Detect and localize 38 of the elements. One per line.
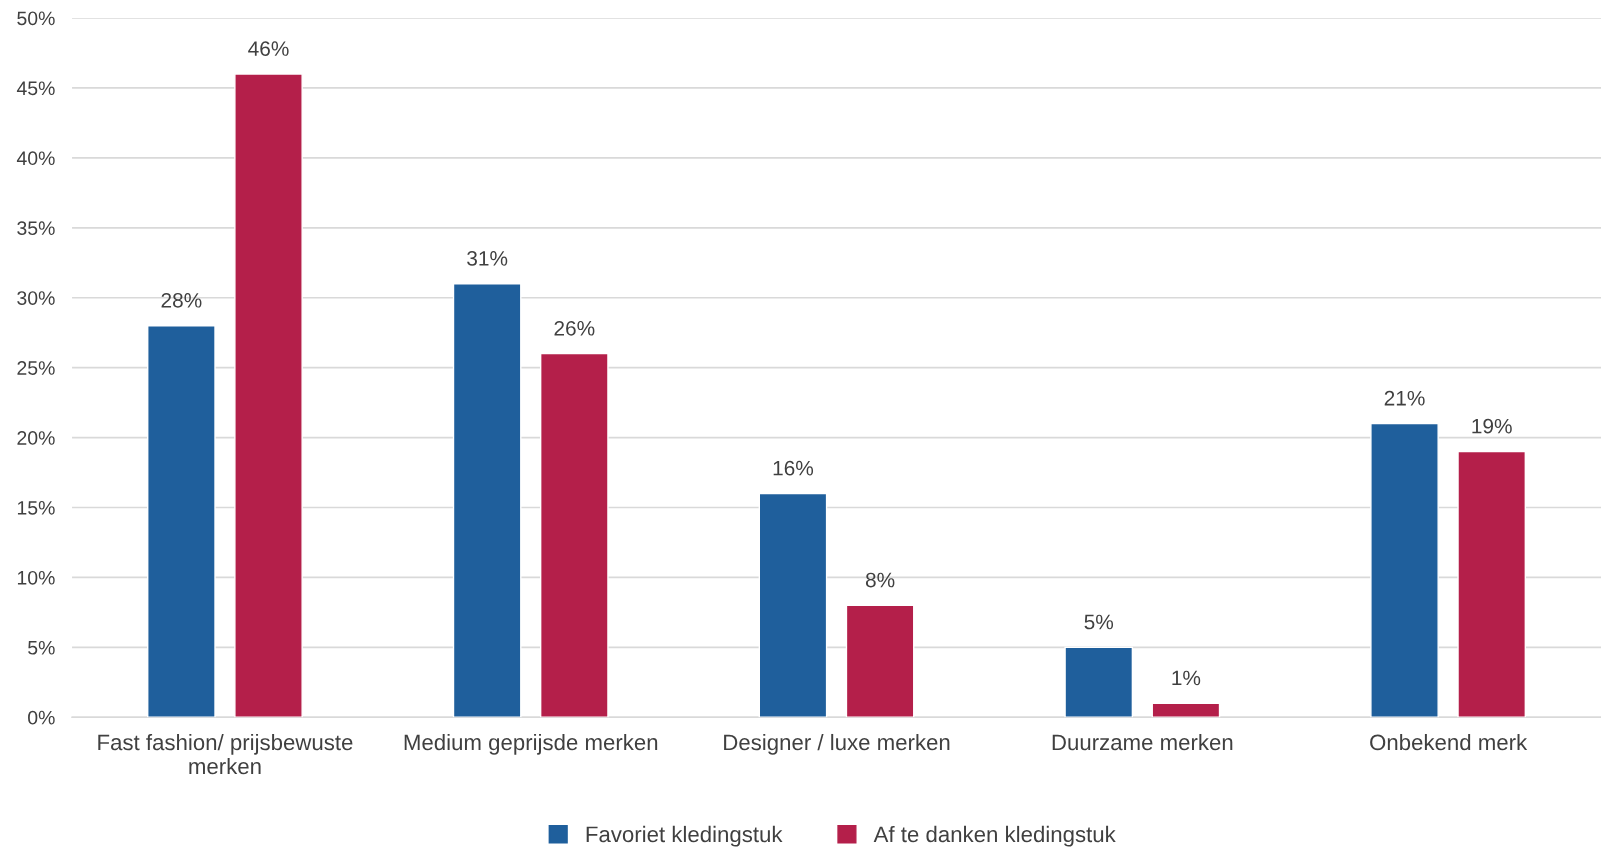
bar	[147, 325, 216, 718]
data-label: 28%	[161, 292, 202, 308]
y-tick-label: 40%	[16, 151, 55, 166]
x-tick-label: Designer / luxe merken	[724, 733, 950, 755]
x-tick-label: Duurzame merken	[1052, 733, 1233, 751]
bar	[1457, 450, 1527, 718]
data-label: 31%	[467, 250, 508, 266]
bar	[1151, 702, 1221, 718]
y-tick-label: 20%	[17, 431, 55, 445]
legend-label: Af te danken kledingstuk	[873, 825, 1116, 847]
x-tick-label: Onbekend merk	[1370, 733, 1528, 751]
data-label: 26%	[554, 320, 595, 336]
bar	[1064, 646, 1134, 718]
data-label: 21%	[1384, 390, 1425, 406]
bar	[452, 283, 522, 718]
bar	[845, 604, 915, 718]
y-tick-label: 50%	[17, 11, 55, 26]
x-tick-label: Fast fashion/ prijsbewuste merken	[98, 733, 353, 775]
y-tick-label: 25%	[17, 361, 55, 375]
bar	[539, 352, 609, 718]
data-label: 8%	[865, 572, 895, 588]
data-label: 16%	[773, 460, 814, 476]
y-tick-label: 10%	[17, 570, 55, 585]
legend-label: Favoriet kledingstuk	[586, 825, 783, 847]
data-label: 19%	[1472, 418, 1512, 434]
bar	[234, 73, 303, 718]
data-label: 1%	[1172, 670, 1201, 686]
y-tick-label: 35%	[17, 221, 55, 236]
x-tick-label: Medium geprijsde merken	[404, 733, 658, 755]
bar	[1370, 422, 1439, 718]
y-tick-label: 30%	[17, 291, 55, 305]
data-label: 5%	[1084, 614, 1114, 630]
y-tick-label: 0%	[28, 710, 55, 725]
data-label: 46%	[248, 41, 289, 56]
bar	[758, 492, 828, 718]
y-tick-label: 45%	[16, 81, 55, 96]
y-tick-label: 5%	[28, 640, 55, 655]
y-tick-label: 15%	[17, 501, 55, 515]
